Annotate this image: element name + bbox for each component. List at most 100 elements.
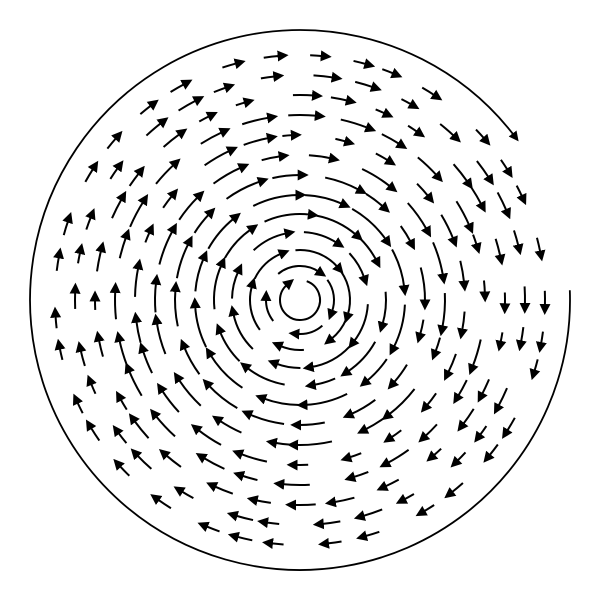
flow-arrow: [135, 267, 138, 297]
flow-arrow: [140, 105, 151, 114]
flow-arrow: [130, 201, 143, 226]
flow-arrow: [365, 532, 380, 537]
flow-arrow: [353, 472, 368, 477]
flow-arrow: [299, 423, 325, 425]
flow-arrow: [214, 167, 242, 183]
flow-arrow: [222, 63, 237, 67]
flow-arrow: [480, 426, 487, 436]
flow-arrow: [206, 526, 220, 531]
flow-arrow: [282, 135, 293, 136]
flow-arrow: [354, 304, 368, 341]
flow-arrow: [166, 455, 181, 467]
flow-arrow: [55, 315, 56, 328]
flow-arrow: [313, 378, 335, 384]
flow-arrow: [327, 280, 334, 312]
flow-arrow: [282, 484, 310, 485]
flow-arrow: [309, 155, 331, 158]
flow-arrow: [389, 389, 415, 415]
flow-arrow: [341, 272, 350, 315]
flow-arrow: [349, 253, 364, 278]
arrow-field: [30, 30, 570, 570]
flow-arrow: [280, 346, 304, 350]
flow-arrow: [91, 383, 96, 394]
flow-arrow: [86, 216, 91, 229]
flow-arrow: [537, 238, 540, 253]
flow-arrow: [331, 97, 348, 100]
flow-arrow: [157, 499, 171, 508]
flow-arrow: [214, 486, 233, 494]
flow-arrow: [310, 55, 323, 56]
flow-arrow: [316, 216, 356, 235]
flow-arrow: [78, 252, 80, 264]
flow-arrow: [489, 445, 498, 456]
flow-arrow: [275, 443, 290, 445]
flow-arrow: [250, 414, 285, 424]
flow-arrow: [171, 84, 185, 92]
flow-arrow: [360, 238, 376, 260]
flow-arrow: [335, 139, 346, 142]
flow-arrow: [244, 138, 269, 145]
flow-arrow: [305, 195, 342, 204]
flow-arrow: [362, 169, 390, 187]
flow-arrow: [295, 250, 337, 267]
flow-arrow: [137, 455, 152, 469]
flow-arrow: [227, 181, 261, 198]
flow-arrow: [107, 138, 116, 149]
flow-arrow: [266, 522, 279, 524]
flow-arrow: [155, 283, 156, 313]
flow-arrow: [473, 235, 477, 246]
flow-arrow: [521, 327, 523, 342]
flow-arrow: [305, 394, 347, 405]
flow-arrow: [232, 271, 238, 298]
flow-arrow: [214, 87, 227, 92]
flow-arrow: [195, 306, 206, 347]
flow-arrow: [264, 398, 300, 405]
flow-arrow: [97, 250, 101, 272]
flow-arrow: [423, 505, 434, 512]
flow-arrow: [157, 322, 166, 354]
flow-arrow: [382, 292, 386, 325]
flow-arrow: [517, 186, 523, 197]
flow-arrow: [354, 61, 367, 64]
flow-arrow: [99, 339, 103, 356]
flow-arrow: [60, 347, 63, 360]
flow-arrow: [136, 321, 140, 343]
flow-arrow: [297, 326, 322, 334]
flow-arrow: [225, 229, 251, 258]
flow-arrow: [262, 156, 281, 160]
flow-arrow: [365, 419, 383, 430]
flow-arrow: [242, 118, 269, 125]
vortex-diagram: [0, 0, 600, 600]
flow-arrow: [179, 197, 198, 220]
flow-arrow: [500, 332, 502, 343]
flow-arrow: [408, 126, 418, 133]
flow-arrow: [250, 286, 260, 330]
flow-arrow: [247, 368, 285, 385]
flow-arrow: [179, 100, 197, 110]
flow-arrow: [376, 109, 386, 113]
flow-arrow: [179, 379, 201, 405]
flow-arrow: [394, 305, 405, 348]
flow-arrow: [219, 420, 241, 432]
flow-arrow: [143, 351, 152, 374]
flow-arrow: [175, 290, 178, 327]
flow-arrow: [457, 452, 466, 461]
flow-arrow: [433, 242, 443, 275]
flow-arrow: [278, 266, 319, 274]
flow-arrow: [425, 424, 437, 436]
flow-arrow: [145, 231, 150, 242]
flow-arrow: [382, 69, 394, 74]
flow-arrow: [162, 390, 179, 412]
flow-arrow: [254, 233, 287, 250]
flow-arrow: [311, 347, 349, 367]
flow-arrow: [355, 82, 373, 87]
flow-arrow: [463, 409, 474, 425]
flow-arrow: [85, 168, 93, 182]
flow-arrow: [367, 359, 387, 381]
flow-arrow: [214, 265, 222, 309]
flow-arrow: [205, 151, 230, 166]
flow-arrow: [471, 187, 481, 205]
flow-arrow: [81, 350, 85, 366]
flow-arrow: [64, 220, 69, 235]
flow-arrow: [156, 416, 175, 437]
